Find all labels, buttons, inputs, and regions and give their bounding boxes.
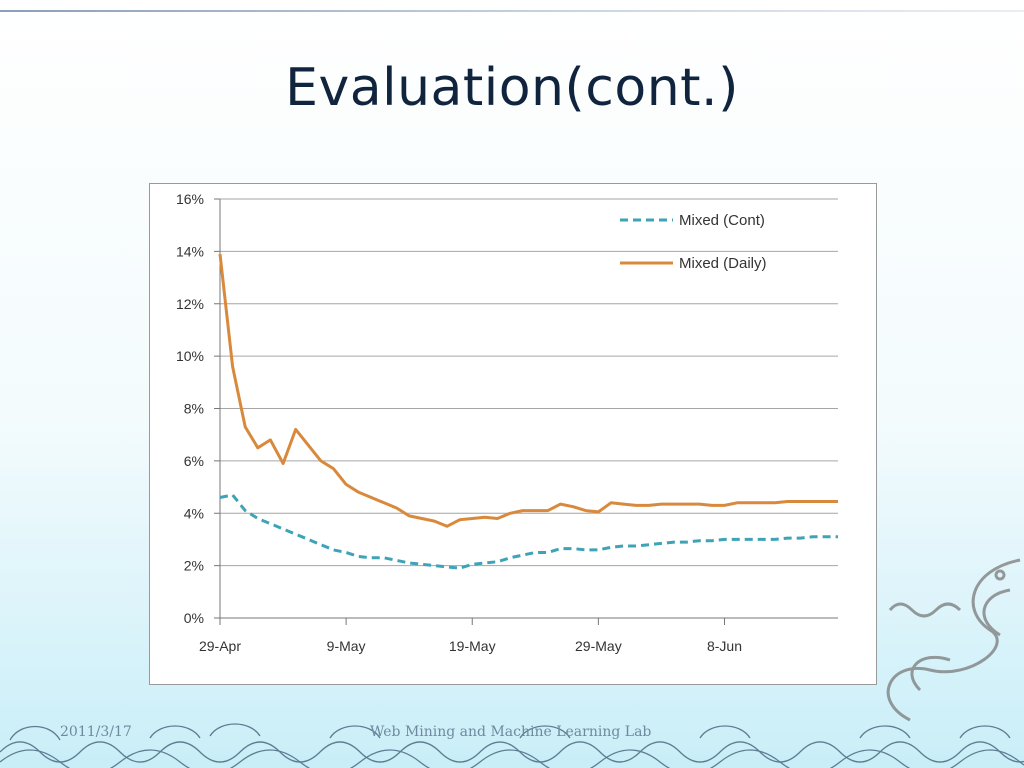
series-line-mixed-daily — [218, 253, 838, 528]
y-tick-label: 12% — [176, 296, 204, 312]
y-tick-label: 2% — [184, 558, 204, 574]
chart-panel: 0% 2% 4% 6% 8% 10% 12% 14% 16% 29-Apr 9-May 19-May… — [149, 183, 877, 685]
footer-lab-name: Web Mining and Machine Learning Lab — [370, 724, 652, 740]
y-tick-label: 14% — [176, 243, 204, 259]
y-tick-label: 0% — [184, 610, 204, 626]
footer-date: 2011/3/17 — [60, 724, 132, 740]
legend-label: Mixed (Cont) — [679, 212, 765, 229]
slide-title: Evaluation(cont.) — [285, 58, 739, 118]
x-tick-label: 29-Apr — [199, 638, 241, 654]
x-tick-label: 9-May — [327, 638, 366, 654]
y-tick-label: 6% — [184, 453, 204, 469]
legend-label: Mixed (Daily) — [679, 255, 767, 272]
dragon-decoration — [886, 558, 1021, 722]
x-tick-label: 29-May — [575, 638, 622, 654]
y-tick-label: 8% — [184, 401, 204, 417]
x-tick-label: 19-May — [449, 638, 496, 654]
y-tick-label: 10% — [176, 348, 204, 364]
line-chart: 0% 2% 4% 6% 8% 10% 12% 14% 16% 29-Apr 9-May 19-May… — [176, 191, 838, 654]
y-tick-label: 16% — [176, 191, 204, 207]
wave-border-decoration — [0, 723, 1024, 768]
top-divider-line — [0, 10, 1024, 12]
x-tick-label: 8-Jun — [707, 638, 742, 654]
series-line-mixed-cont — [219, 493, 838, 570]
y-tick-label: 4% — [184, 505, 204, 521]
